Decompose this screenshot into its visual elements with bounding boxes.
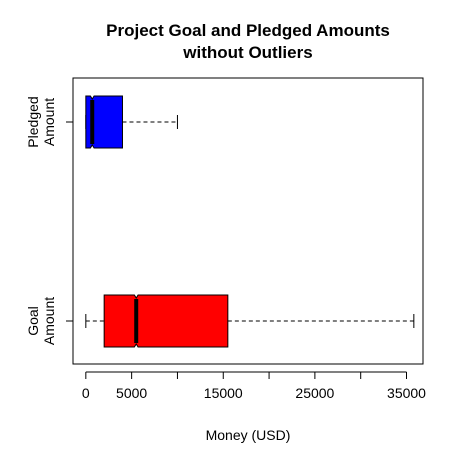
box-body-goal-amount	[103, 294, 229, 348]
box-body-pledged-amount	[85, 95, 123, 149]
box-group	[85, 95, 415, 348]
chart-title-line-2: without Outliers	[182, 43, 312, 62]
x-tick-label: 35000	[387, 385, 426, 401]
y-tick-label-goal-amount: GoalAmount	[25, 297, 57, 345]
x-tick-label: 15000	[204, 385, 243, 401]
y-tick-label-line: Goal	[25, 306, 41, 336]
plot-frame	[72, 77, 424, 365]
x-tick-label: 25000	[295, 385, 334, 401]
y-tick-label-pledged-amount: PledgedAmount	[25, 96, 57, 147]
x-axis-label: Money (USD)	[206, 427, 291, 443]
x-axis: 0 5000 15000 25000 35000	[82, 371, 426, 401]
box-goal-amount	[85, 294, 415, 348]
x-tick-label: 5000	[116, 385, 147, 401]
y-tick-label-line: Amount	[41, 297, 57, 345]
y-tick-label-line: Amount	[41, 98, 57, 146]
y-tick-label-line: Pledged	[25, 96, 41, 147]
x-tick-label: 0	[82, 385, 90, 401]
box-pledged-amount	[85, 95, 178, 149]
chart-title-line-1: Project Goal and Pledged Amounts	[106, 21, 390, 40]
